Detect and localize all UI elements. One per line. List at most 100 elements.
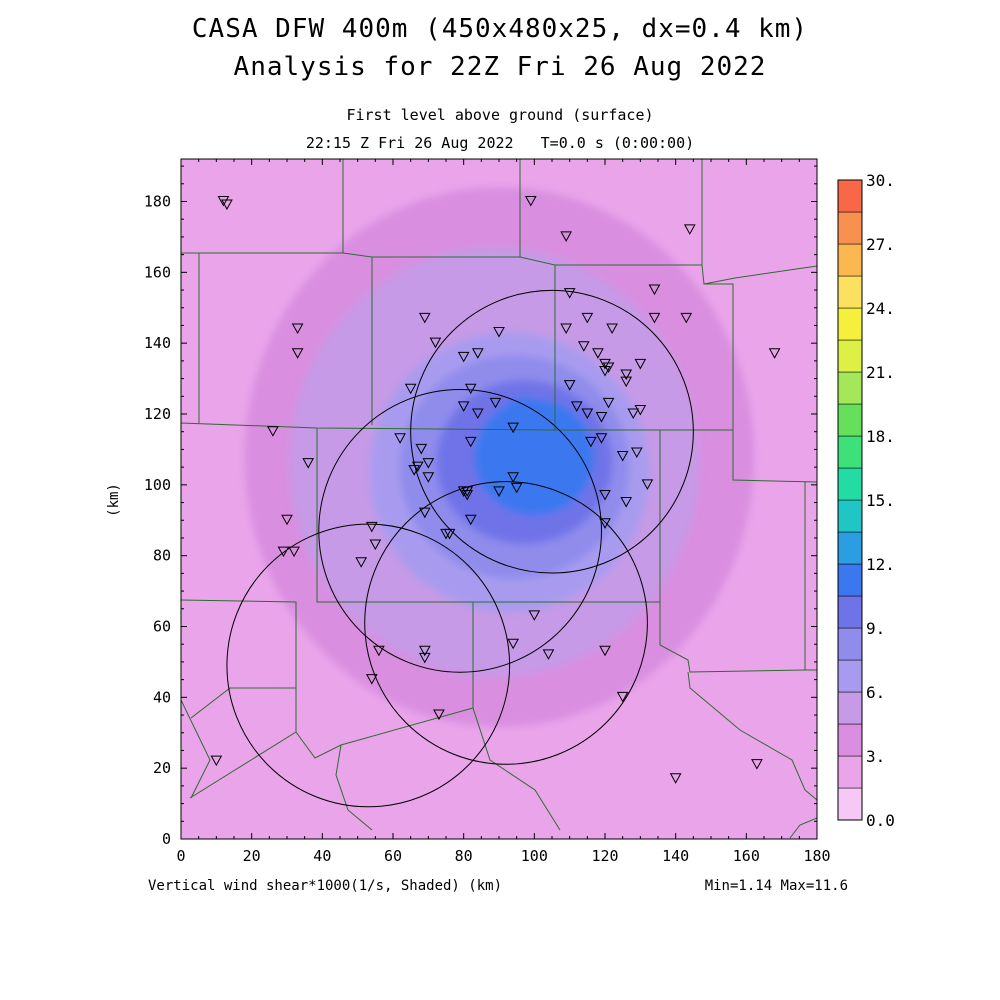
x-tick-label: 60	[384, 847, 402, 865]
station-marker	[510, 482, 523, 494]
station-marker	[595, 412, 608, 423]
field-label: Vertical wind shear*1000(1/s, Shaded) (k…	[148, 878, 502, 894]
colorbar-swatch	[837, 723, 863, 757]
station-marker	[493, 327, 505, 338]
x-tick-label: 40	[313, 847, 331, 865]
station-marker	[464, 514, 477, 526]
station-marker	[489, 397, 502, 409]
station-marker	[464, 383, 477, 395]
station-marker	[669, 773, 682, 784]
colorbar-label: 15.	[866, 491, 895, 510]
station-marker	[418, 507, 431, 519]
colorbar-swatch	[837, 275, 863, 309]
colorbar-swatch	[837, 531, 863, 565]
colorbar-label: 6.	[866, 683, 885, 702]
station-marker	[457, 351, 470, 363]
station-marker	[581, 312, 594, 324]
station-marker	[210, 755, 223, 767]
station-marker	[563, 288, 576, 299]
county-line	[701, 264, 817, 285]
station-marker	[471, 408, 484, 420]
colorbar-swatch	[837, 755, 863, 789]
station-marker	[648, 284, 661, 296]
y-tick-label: 180	[144, 193, 171, 211]
station-marker	[369, 539, 382, 551]
station-marker	[418, 652, 431, 664]
station-marker	[471, 348, 484, 359]
station-marker	[616, 691, 629, 703]
y-tick-label: 120	[144, 405, 171, 423]
colorbar-swatch	[837, 435, 863, 469]
colorbar-swatch	[837, 211, 863, 245]
station-marker	[288, 546, 300, 558]
county-line	[704, 283, 817, 483]
station-marker	[464, 436, 477, 448]
station-marker	[373, 645, 385, 657]
county-line	[181, 699, 211, 799]
station-marker	[563, 380, 576, 391]
station-markers	[210, 196, 781, 784]
station-marker	[302, 458, 315, 469]
colorbar-swatch	[837, 243, 863, 277]
radar-range-ring	[364, 481, 648, 765]
colorbar-swatch	[837, 339, 863, 373]
station-marker	[507, 638, 519, 650]
y-tick-label: 100	[144, 476, 171, 494]
station-marker	[457, 401, 470, 412]
colorbar-swatch	[837, 499, 863, 533]
colorbar-swatch	[837, 659, 863, 693]
station-marker	[542, 649, 555, 660]
station-marker	[365, 674, 378, 685]
colorbar-label: 27.	[866, 235, 895, 254]
chart-title-analysis-time: Analysis for 22Z Fri 26 Aug 2022	[233, 52, 767, 82]
station-marker	[291, 323, 304, 335]
station-marker	[422, 472, 435, 483]
station-marker	[394, 433, 406, 444]
station-marker	[602, 362, 615, 373]
y-tick-label: 60	[153, 618, 171, 636]
station-marker	[577, 341, 590, 352]
y-tick-label: 20	[153, 759, 171, 777]
y-tick-label: 160	[144, 263, 171, 281]
station-marker	[291, 348, 304, 359]
station-marker	[620, 497, 633, 508]
chart-subtitle-time: 22:15 Z Fri 26 Aug 2022 T=0.0 s (0:00:00…	[305, 134, 695, 152]
station-marker	[599, 489, 611, 501]
station-marker	[599, 645, 611, 657]
station-marker	[507, 472, 519, 483]
station-marker	[616, 451, 629, 462]
colorbar-swatch	[837, 691, 863, 725]
colorbar-label: 3.	[866, 747, 885, 766]
x-tick-label: 120	[591, 847, 618, 865]
station-marker	[595, 433, 608, 444]
colorbar-label: 21.	[866, 363, 895, 382]
colorbar-label: 30.	[866, 171, 895, 190]
x-tick-label: 80	[455, 847, 473, 865]
station-marker	[641, 479, 654, 490]
county-line	[789, 817, 817, 839]
station-marker	[507, 422, 519, 434]
station-marker	[277, 546, 290, 558]
station-marker	[365, 521, 378, 533]
station-marker	[422, 458, 435, 469]
station-marker	[648, 312, 661, 324]
station-marker	[599, 518, 611, 529]
station-marker	[524, 196, 537, 207]
shear-contour-band	[496, 397, 553, 458]
radar-range-ring	[318, 389, 602, 673]
y-tick-label: 40	[153, 688, 171, 706]
station-marker	[433, 709, 445, 721]
station-marker	[281, 514, 293, 526]
station-marker	[620, 369, 633, 381]
colorbar-swatch	[837, 595, 863, 629]
colorbar-label: 12.	[866, 555, 895, 574]
x-tick-label: 0	[176, 847, 185, 865]
y-axis-label: (km)	[106, 483, 122, 517]
station-marker	[493, 486, 505, 497]
colorbar-label: 0.0	[866, 811, 895, 830]
county-line	[316, 428, 661, 603]
colorbar-label: 24.	[866, 299, 895, 318]
x-tick-label: 140	[662, 847, 689, 865]
station-marker	[630, 447, 643, 458]
county-line	[687, 671, 817, 801]
